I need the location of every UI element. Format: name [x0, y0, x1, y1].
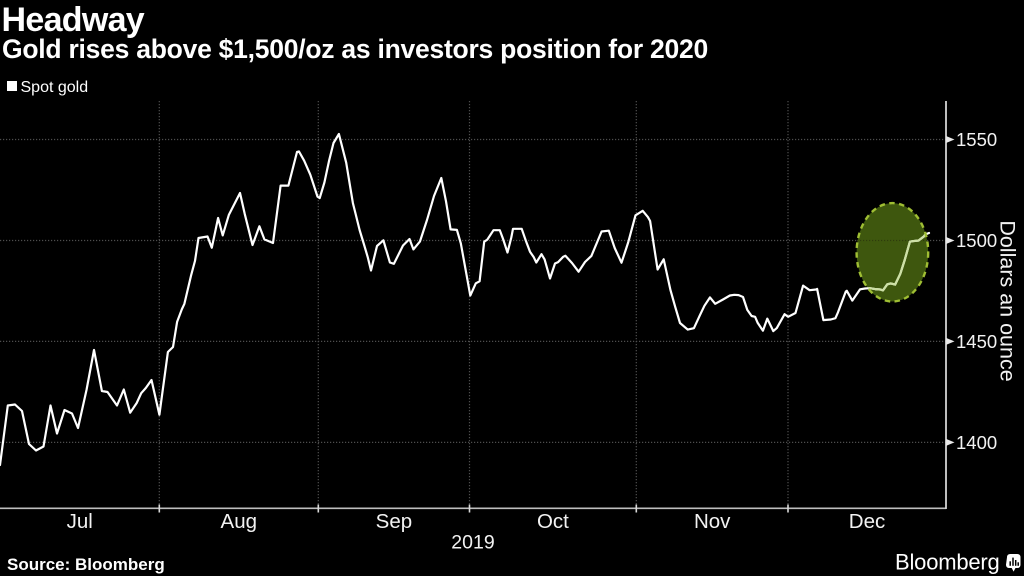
svg-text:Bloomberg: Bloomberg: [895, 550, 1000, 575]
svg-text:Jul: Jul: [67, 510, 93, 533]
svg-text:1400: 1400: [956, 432, 997, 453]
svg-text:1450: 1450: [956, 331, 997, 352]
svg-text:Aug: Aug: [221, 510, 257, 533]
svg-text:2019: 2019: [451, 532, 494, 554]
svg-text:Source: Bloomberg: Source: Bloomberg: [7, 555, 165, 574]
svg-text:Sep: Sep: [376, 510, 412, 533]
svg-text:1550: 1550: [956, 129, 997, 150]
svg-text:Oct: Oct: [537, 510, 569, 533]
svg-text:Nov: Nov: [694, 510, 731, 533]
svg-text:Dec: Dec: [849, 510, 885, 533]
svg-text:1500: 1500: [956, 230, 997, 251]
svg-text:Dollars an ounce: Dollars an ounce: [996, 220, 1020, 381]
